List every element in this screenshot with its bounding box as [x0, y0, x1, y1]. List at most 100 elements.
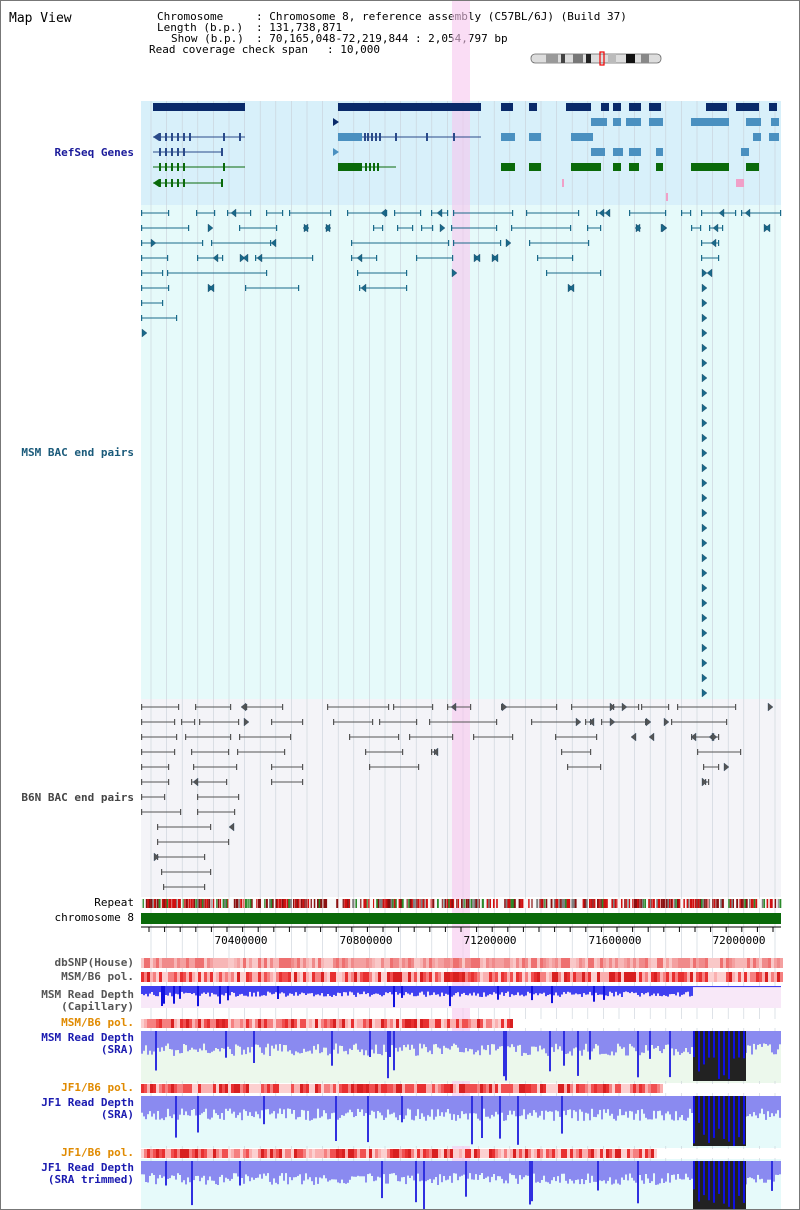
- jf1-b6-pol-label[interactable]: JF1/B6 pol.: [61, 1081, 134, 1094]
- heat-cell: [315, 958, 318, 968]
- bac-end: [600, 270, 602, 276]
- msm-depth-sra-track[interactable]: [141, 1031, 781, 1081]
- heat-cell: [681, 958, 684, 968]
- heat-cell: [423, 958, 426, 968]
- heat-cell: [432, 1084, 435, 1093]
- dbsnp-track[interactable]: [141, 958, 783, 968]
- heat-cell: [648, 1084, 651, 1093]
- msm-b6-pol-track[interactable]: [141, 972, 783, 982]
- b6n-bac-label[interactable]: B6N BAC end pairs: [21, 791, 134, 804]
- gene-exon: [369, 163, 371, 171]
- depth-bar: [313, 986, 315, 997]
- heat-cell: [735, 1019, 738, 1028]
- repeat-element: [203, 899, 205, 908]
- heat-cell: [570, 1149, 573, 1158]
- repeat-element: [235, 899, 237, 908]
- b6n-bac-track[interactable]: [141, 702, 774, 890]
- depth-bar: [347, 1161, 349, 1183]
- chromosome-ideogram[interactable]: [530, 51, 662, 66]
- heat-cell: [264, 1149, 267, 1158]
- repeat-element: [395, 899, 397, 908]
- heat-cell: [624, 1019, 627, 1028]
- jf1-depth-sra-label[interactable]: JF1 Read Depth (SRA): [41, 1097, 134, 1121]
- heat-cell: [750, 958, 753, 968]
- msm-bac-label[interactable]: MSM BAC end pairs: [21, 446, 134, 459]
- repeat-element: [381, 899, 383, 908]
- bac-end-marker: [228, 822, 235, 832]
- depth-bar: [393, 1096, 395, 1113]
- depth-bar: [637, 1031, 639, 1078]
- heat-cell: [471, 1149, 474, 1158]
- msm-depth-capillary-label[interactable]: MSM Read Depth (Capillary): [41, 989, 134, 1013]
- depth-bar: [355, 1161, 357, 1177]
- heat-cell: [141, 972, 144, 982]
- depth-bar: [391, 1096, 393, 1114]
- depth-bar: [547, 1096, 549, 1112]
- depth-bar: [601, 986, 603, 995]
- heat-cell: [600, 1084, 603, 1093]
- msm-depth-sra-label[interactable]: MSM Read Depth (SRA): [41, 1032, 134, 1056]
- depth-bar: [625, 1096, 627, 1112]
- heat-cell: [231, 972, 234, 982]
- jf1-depth-sra-track[interactable]: [141, 1096, 781, 1146]
- heat-cell: [150, 1149, 153, 1158]
- dbsnp-label[interactable]: dbSNP(House): [54, 956, 134, 969]
- heat-cell: [747, 1149, 750, 1158]
- msm-bac-track[interactable]: [141, 208, 782, 698]
- heat-cell: [327, 1084, 330, 1093]
- refseq-genes-label[interactable]: RefSeq Genes: [54, 146, 134, 159]
- bac-end: [228, 839, 230, 845]
- depth-bar: [519, 1161, 521, 1176]
- repeat-track[interactable]: [141, 899, 782, 908]
- msm-depth-capillary-track[interactable]: [141, 986, 781, 1008]
- depth-bar: [389, 986, 391, 992]
- depth-bar: [189, 1096, 191, 1116]
- jf1-b6-pol2-track[interactable]: [141, 1149, 783, 1158]
- bac-end-marker: [230, 208, 237, 218]
- msm-b6-pol-label[interactable]: MSM/B6 pol.: [61, 970, 134, 983]
- heat-cell: [630, 1019, 633, 1028]
- repeat-element: [417, 899, 419, 908]
- msm-b6-pol2-label[interactable]: MSM/B6 pol.: [61, 1016, 134, 1029]
- repeat-element: [163, 899, 166, 908]
- jf1-b6-pol-track[interactable]: [141, 1084, 783, 1093]
- refseq-genes-track[interactable]: [153, 103, 779, 201]
- repeat-element: [744, 899, 747, 908]
- depth-bar: [463, 1031, 465, 1053]
- depth-bar: [525, 1096, 527, 1120]
- depth-bar: [191, 1096, 193, 1110]
- repeat-element: [453, 899, 455, 908]
- depth-bar: [299, 1031, 301, 1054]
- heat-cell: [330, 1019, 333, 1028]
- jf1-depth-trim-label[interactable]: JF1 Read Depth (SRA trimmed): [41, 1162, 134, 1186]
- heat-cell: [297, 972, 300, 982]
- bac-end: [373, 225, 375, 231]
- heat-cell: [504, 1084, 507, 1093]
- heat-cell: [312, 1149, 315, 1158]
- depth-bar: [763, 986, 765, 988]
- depth-bar: [673, 1096, 675, 1121]
- depth-bar: [287, 1096, 289, 1109]
- heat-cell: [309, 958, 312, 968]
- heat-cell: [384, 972, 387, 982]
- gene-exon: [375, 133, 377, 141]
- heat-cell: [591, 958, 594, 968]
- heat-cell: [654, 1149, 657, 1158]
- bac-end-marker: [141, 328, 148, 338]
- depth-bar: [463, 1161, 465, 1175]
- heat-cell: [507, 958, 510, 968]
- heat-cell: [198, 1019, 201, 1028]
- bac-end: [600, 225, 602, 231]
- jf1-depth-trim-track[interactable]: [141, 1161, 781, 1209]
- jf1-b6-pol2-label[interactable]: JF1/B6 pol.: [61, 1146, 134, 1159]
- heat-cell: [714, 1019, 717, 1028]
- bac-end: [141, 240, 143, 246]
- chromosome-bar[interactable]: [141, 913, 781, 924]
- msm-b6-pol2-track[interactable]: [141, 1019, 783, 1028]
- gene-block: [691, 118, 729, 126]
- bac-end: [365, 749, 367, 755]
- heat-cell: [615, 1084, 618, 1093]
- depth-bar: [373, 1161, 375, 1182]
